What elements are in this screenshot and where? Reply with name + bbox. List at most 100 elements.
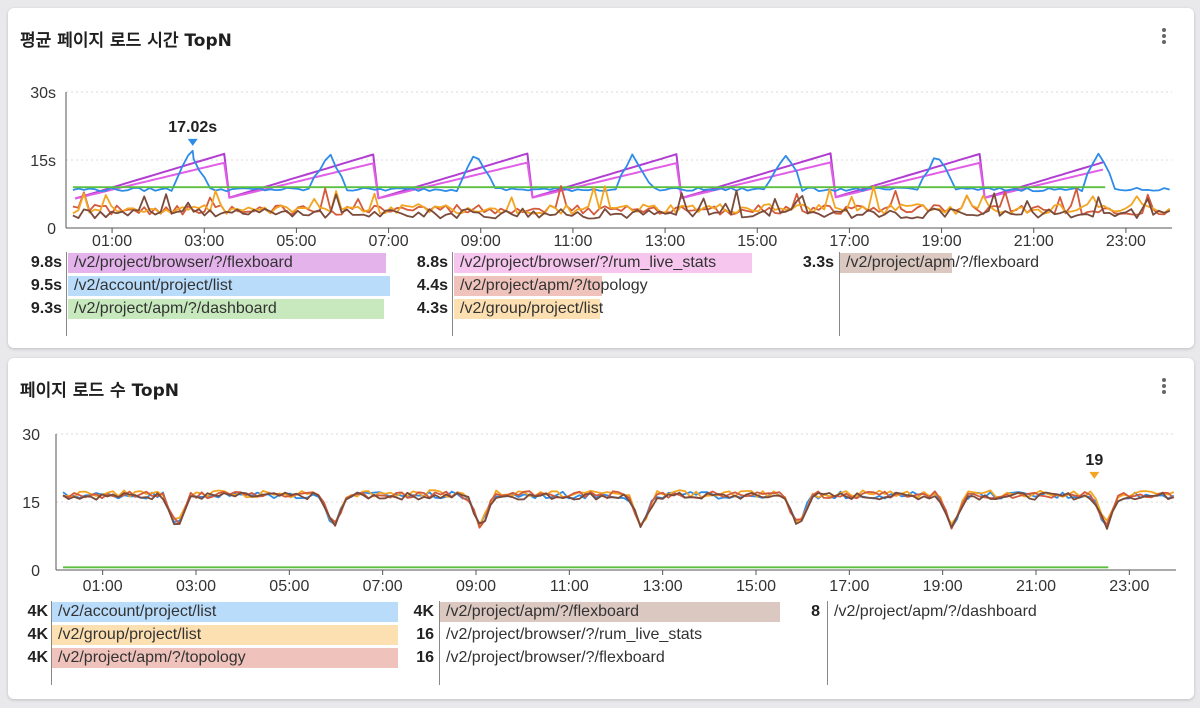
x-tick-label: 13:00 <box>643 578 683 595</box>
legend-item[interactable]: 9.5s/v2/account/project/list <box>8 275 1194 297</box>
legend-label: /v2/project/browser/?/flexboard <box>74 254 293 271</box>
legend-highlight <box>68 299 384 319</box>
more-menu-icon[interactable] <box>1154 376 1174 396</box>
x-tick-label: 09:00 <box>456 578 496 595</box>
x-tick-label: 15:00 <box>737 233 777 250</box>
legend-value: 8.8s <box>416 254 448 271</box>
legend-separator <box>66 252 67 336</box>
legend-label: /v2/project/browser/?/rum_live_stats <box>446 626 703 643</box>
legend-separator <box>439 601 440 685</box>
series-line <box>62 491 1174 530</box>
avg-load-time-panel: 평균 페이지 로드 시간 TopN 30s 15s 0 01:00 03:00 05:00… <box>8 8 1194 348</box>
peak-marker <box>1089 471 1100 479</box>
x-tick-label: 13:00 <box>645 233 685 250</box>
panel-title: 페이지 로드 수 TopN <box>20 381 180 401</box>
legend-item[interactable]: 4K/v2/project/apm/?/flexboard <box>8 601 1194 623</box>
series-line <box>72 189 1170 220</box>
x-tick-label: 03:00 <box>176 578 216 595</box>
x-tick-label: 15:00 <box>736 578 776 595</box>
legend-item[interactable]: 16/v2/project/browser/?/flexboard <box>8 647 1194 669</box>
legend-highlight <box>52 648 398 668</box>
legend-highlight <box>840 253 952 273</box>
x-tick-label: 01:00 <box>83 578 123 595</box>
legend-highlight <box>454 276 602 296</box>
legend-label: /v2/account/project/list <box>58 603 217 620</box>
x-tick-label: 23:00 <box>1106 233 1146 250</box>
legend-item[interactable]: 4K/v2/group/project/list <box>8 624 1194 646</box>
x-tick-label: 05:00 <box>269 578 309 595</box>
x-tick-label: 11:00 <box>550 578 589 595</box>
legend-highlight <box>52 625 398 645</box>
legend-label: /v2/project/browser/?/rum_live_stats <box>460 254 717 271</box>
more-menu-icon[interactable] <box>1154 26 1174 46</box>
legend-separator <box>51 601 52 685</box>
legend-label: /v2/project/apm/?/topology <box>460 277 648 294</box>
legend-item[interactable]: 8/v2/project/apm/?/dashboard <box>8 601 1194 623</box>
x-tick-label: 05:00 <box>276 233 316 250</box>
legend-label: /v2/project/apm/?/dashboard <box>74 300 277 317</box>
x-tick-label: 11:00 <box>553 233 592 250</box>
legend-item[interactable]: 4K/v2/project/apm/?/topology <box>8 647 1194 669</box>
legend-highlight <box>440 602 780 622</box>
legend-value: 4K <box>27 626 48 643</box>
series-line <box>74 161 1104 200</box>
x-tick-label: 19:00 <box>923 578 963 595</box>
series-line <box>72 185 1171 215</box>
legend-value: 4.4s <box>416 277 448 294</box>
legend-label: /v2/project/apm/?/flexboard <box>446 603 639 620</box>
x-tick-label: 17:00 <box>829 233 869 250</box>
x-tick-label: 21:00 <box>1014 233 1054 250</box>
legend-item[interactable]: 3.3s/v2/project/apm/?/flexboard <box>8 252 1194 274</box>
legend-item[interactable]: 4K/v2/account/project/list <box>8 601 1194 623</box>
y-tick-label: 30 <box>22 427 40 444</box>
peak-label: 19 <box>1085 452 1103 469</box>
legend-separator <box>827 601 828 685</box>
legend-separator <box>839 252 840 336</box>
load-count-panel: 페이지 로드 수 TopN 30 15 0 01:00 03:00 05:00 07:00 0… <box>8 358 1194 699</box>
x-tick-label: 07:00 <box>363 578 403 595</box>
legend-highlight <box>68 276 390 296</box>
legend-value: 4K <box>413 603 434 620</box>
legend-separator <box>452 252 453 336</box>
legend-value: 8 <box>811 603 820 620</box>
legend-item[interactable]: 9.3s/v2/project/apm/?/dashboard <box>8 298 1194 320</box>
legend-label: /v2/project/apm/?/flexboard <box>846 254 1039 271</box>
legend-value: 3.3s <box>802 254 834 271</box>
load-count-chart: 30 15 0 01:00 03:00 05:00 07:00 09:00 11:00 13:00… <box>22 427 1176 595</box>
legend-label: /v2/account/project/list <box>74 277 233 294</box>
legend-value: 16 <box>416 649 434 666</box>
legend-label: /v2/group/project/list <box>460 300 604 317</box>
y-tick-label: 15 <box>22 495 40 512</box>
legend-value: 16 <box>416 626 434 643</box>
y-tick-label: 15s <box>30 153 56 170</box>
legend-item[interactable]: 4.3s/v2/group/project/list <box>8 298 1194 320</box>
y-tick-label: 30s <box>30 85 56 102</box>
peak-label: 17.02s <box>168 119 217 136</box>
legend-value: 4K <box>27 649 48 666</box>
legend-item[interactable]: 9.8s/v2/project/browser/?/flexboard <box>8 252 1194 274</box>
legend-item[interactable]: 16/v2/project/browser/?/rum_live_stats <box>8 624 1194 646</box>
x-tick-label: 17:00 <box>829 578 869 595</box>
legend-value: 4.3s <box>416 300 448 317</box>
x-tick-label: 21:00 <box>1016 578 1056 595</box>
legend-item[interactable]: 8.8s/v2/project/browser/?/rum_live_stats <box>8 252 1194 274</box>
x-tick-label: 23:00 <box>1109 578 1149 595</box>
legend-highlight <box>68 253 386 273</box>
legend-item[interactable]: 4.4s/v2/project/apm/?/topology <box>8 275 1194 297</box>
legend-label: /v2/project/apm/?/topology <box>58 649 246 666</box>
x-tick-label: 07:00 <box>369 233 409 250</box>
legend-highlight <box>454 253 752 273</box>
panel-title: 평균 페이지 로드 시간 TopN <box>20 31 232 51</box>
x-tick-label: 19:00 <box>922 233 962 250</box>
legend-label: /v2/group/project/list <box>58 626 202 643</box>
legend-value: 9.8s <box>30 254 62 271</box>
legend-value: 4K <box>27 603 48 620</box>
series-line <box>62 489 1175 527</box>
legend-label: /v2/project/browser/?/flexboard <box>446 649 665 666</box>
legend-highlight <box>454 299 600 319</box>
peak-marker <box>187 138 198 146</box>
legend-label: /v2/project/apm/?/dashboard <box>834 603 1037 620</box>
legend-value: 9.3s <box>30 300 62 317</box>
x-tick-label: 01:00 <box>92 233 132 250</box>
x-tick-label: 09:00 <box>461 233 501 250</box>
